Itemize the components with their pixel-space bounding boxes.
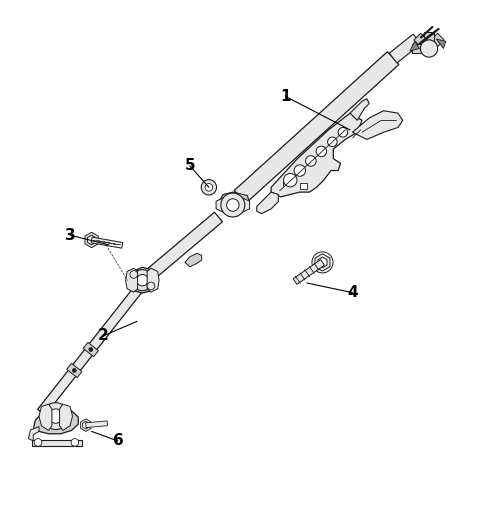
Circle shape <box>48 409 63 423</box>
Polygon shape <box>185 253 202 267</box>
Polygon shape <box>83 343 98 357</box>
Text: 4: 4 <box>347 285 358 300</box>
Circle shape <box>137 275 148 286</box>
Polygon shape <box>410 41 420 51</box>
Polygon shape <box>39 404 52 430</box>
Polygon shape <box>28 427 39 441</box>
Circle shape <box>221 193 245 217</box>
Circle shape <box>201 180 216 195</box>
Circle shape <box>42 403 69 429</box>
Circle shape <box>205 184 213 191</box>
Polygon shape <box>389 34 421 63</box>
Polygon shape <box>426 33 444 52</box>
Circle shape <box>327 137 337 146</box>
Text: 1: 1 <box>280 89 291 104</box>
Polygon shape <box>238 198 250 212</box>
Polygon shape <box>424 32 434 49</box>
Polygon shape <box>218 192 250 211</box>
Circle shape <box>71 439 79 446</box>
Circle shape <box>420 40 438 57</box>
Polygon shape <box>126 268 138 292</box>
Polygon shape <box>436 39 446 49</box>
Polygon shape <box>412 44 429 53</box>
Polygon shape <box>32 439 82 446</box>
Circle shape <box>72 369 76 372</box>
Circle shape <box>147 282 155 290</box>
Text: 3: 3 <box>65 228 75 243</box>
Polygon shape <box>414 33 432 52</box>
Circle shape <box>284 174 297 187</box>
Text: 6: 6 <box>113 434 123 449</box>
Circle shape <box>294 165 306 176</box>
Polygon shape <box>37 279 148 415</box>
Polygon shape <box>147 268 159 292</box>
Circle shape <box>89 348 93 351</box>
Polygon shape <box>216 198 228 212</box>
Circle shape <box>34 439 42 446</box>
Polygon shape <box>81 419 91 431</box>
Circle shape <box>130 270 138 278</box>
Polygon shape <box>138 212 222 287</box>
Polygon shape <box>293 259 324 285</box>
Polygon shape <box>318 257 327 268</box>
Polygon shape <box>315 254 330 271</box>
Circle shape <box>227 199 239 211</box>
Polygon shape <box>67 363 82 378</box>
Polygon shape <box>85 421 108 428</box>
Polygon shape <box>33 407 78 434</box>
Circle shape <box>316 146 326 157</box>
Polygon shape <box>257 192 278 213</box>
Polygon shape <box>87 235 96 245</box>
Polygon shape <box>91 237 123 248</box>
Polygon shape <box>85 232 98 247</box>
Polygon shape <box>60 404 72 430</box>
Circle shape <box>306 156 316 166</box>
Polygon shape <box>271 113 362 197</box>
Polygon shape <box>128 267 157 293</box>
Polygon shape <box>234 52 399 203</box>
Circle shape <box>338 128 348 137</box>
Polygon shape <box>350 99 369 120</box>
Circle shape <box>132 270 153 291</box>
Polygon shape <box>352 111 403 140</box>
Polygon shape <box>83 422 89 429</box>
Text: 2: 2 <box>98 328 109 343</box>
Text: 5: 5 <box>184 158 195 173</box>
Polygon shape <box>300 183 307 189</box>
